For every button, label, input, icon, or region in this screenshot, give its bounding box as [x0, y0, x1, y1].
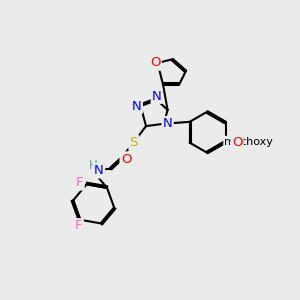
Text: N: N	[152, 90, 162, 103]
Text: N: N	[132, 100, 142, 112]
Text: N: N	[163, 117, 172, 130]
Text: F: F	[76, 176, 83, 189]
Text: O: O	[232, 136, 242, 149]
Text: O: O	[232, 136, 242, 149]
Text: H: H	[89, 159, 98, 172]
Text: S: S	[130, 136, 138, 149]
Text: methoxy: methoxy	[224, 137, 273, 147]
Text: F: F	[75, 219, 82, 232]
Text: O: O	[150, 56, 160, 69]
Text: O: O	[121, 153, 131, 166]
Text: N: N	[94, 164, 104, 177]
